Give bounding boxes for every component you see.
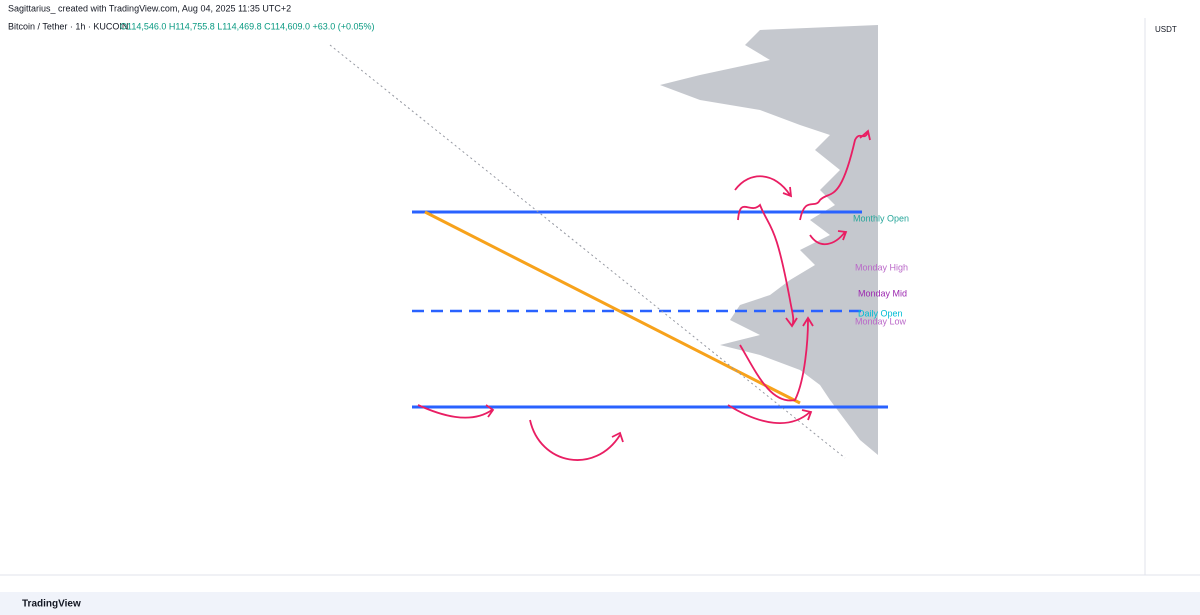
tag-label: Monday High	[855, 262, 908, 272]
tag-label: Monthly Open	[853, 213, 909, 223]
projection-line	[329, 44, 846, 459]
tag-label: Daily Open	[858, 308, 903, 318]
tag-label: Monday Mid	[858, 288, 907, 298]
currency: USDT	[1155, 25, 1177, 34]
footer	[0, 592, 1200, 615]
annotation-arrows	[417, 129, 871, 461]
brand: TradingView	[22, 599, 81, 610]
symbol: Bitcoin / Tether · 1h · KUCOIN	[8, 21, 128, 31]
ohlc: O114,546.0 H114,755.8 L114,469.8 C114,60…	[120, 21, 375, 31]
tag-label: Monday Low	[855, 316, 907, 326]
credit: Sagittarius_ created with TradingView.co…	[8, 3, 291, 13]
volume-profile	[660, 25, 878, 455]
